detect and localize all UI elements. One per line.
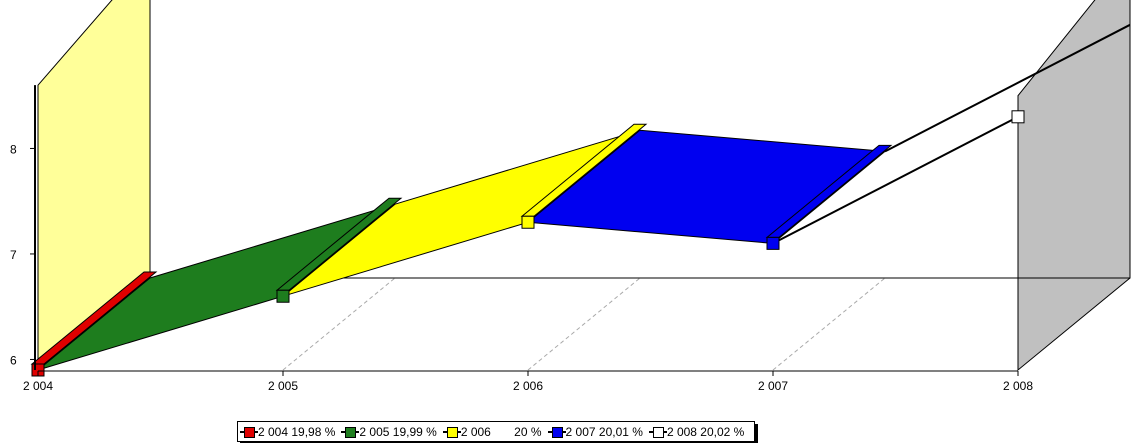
grid-line-depth: [772, 277, 886, 371]
legend-item: 2 004 19,98 %: [240, 425, 335, 439]
point-marker: [521, 215, 535, 229]
grid-line-depth: [282, 277, 396, 371]
y-tick-label: 8: [10, 142, 17, 156]
legend-symbol: [341, 426, 360, 438]
y-tick-label: 6: [10, 353, 17, 367]
legend-label: 2 008 20,02 %: [666, 424, 745, 439]
axis-layer: 6 7 8 2 004 2 005 2 006 2 007 2 008: [10, 85, 1033, 393]
legend-symbol: [442, 426, 461, 438]
y-tick-label: 7: [10, 248, 17, 262]
legend-item: 2 008 20,02 %: [648, 424, 745, 439]
point-marker: [1011, 110, 1025, 124]
x-tick-label: 2 007: [758, 379, 788, 393]
legend-symbol: [648, 426, 667, 438]
legend: 2 004 19,98 % 2 005 19,99 % 2 006 20 % 2 00…: [237, 421, 756, 442]
series-layer: [30, 23, 1131, 377]
point-marker: [766, 236, 780, 250]
grid-line-depth: [527, 277, 641, 371]
legend-item: 2 007 20,01 %: [547, 424, 643, 439]
legend-item: 2 005 19,99 %: [341, 424, 437, 439]
ribbon-edge-front: [772, 115, 1019, 245]
x-tick-label: 2 004: [23, 379, 53, 393]
point-marker: [276, 289, 290, 303]
x-tick-label: 2 008: [1003, 379, 1033, 393]
legend-label: 2 005 19,99 %: [359, 424, 437, 439]
ribbon-edge-back: [884, 23, 1131, 153]
x-tick-label: 2 005: [268, 379, 298, 393]
legend-item: 2 006 20 %: [442, 424, 542, 439]
legend-symbol: [547, 426, 566, 438]
legend-label: 2 006 20 %: [460, 424, 542, 439]
legend-label: 2 007 20,01 %: [565, 424, 643, 439]
legend-symbol: [240, 426, 258, 438]
x-tick-label: 2 006: [513, 379, 543, 393]
legend-label: 2 004 19,98 %: [258, 424, 336, 439]
